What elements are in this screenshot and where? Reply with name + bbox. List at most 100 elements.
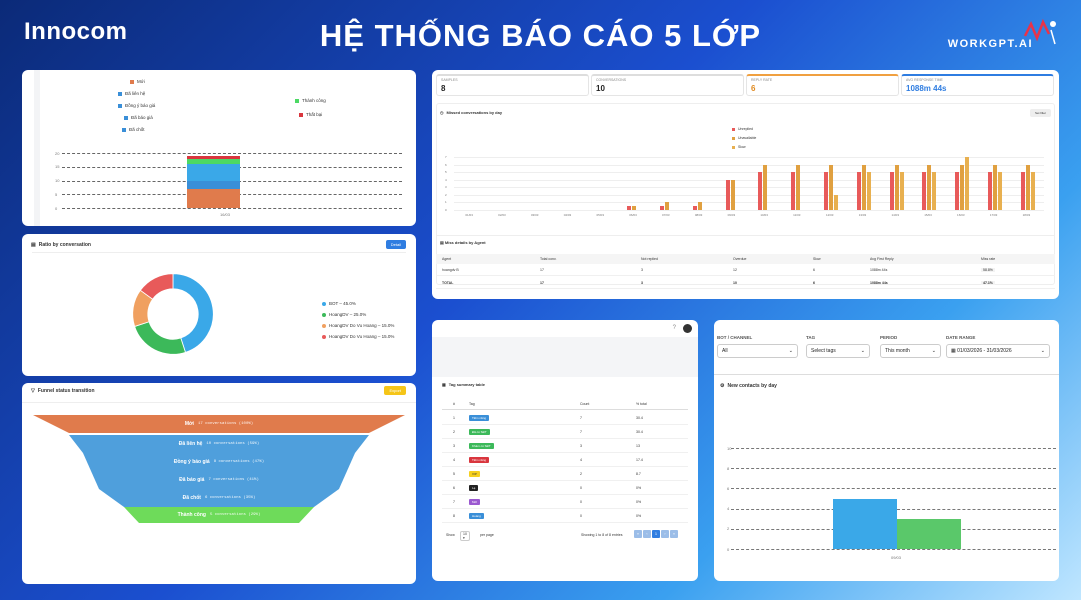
- agent-cell: 47.1%: [981, 281, 995, 285]
- legend-swatch: [732, 127, 735, 131]
- tag-badge: Đã có SĐT: [469, 429, 490, 435]
- x-tick: 18/03: [1022, 213, 1031, 217]
- tag-row: 1 Tiềm năng 7 30.4: [442, 412, 688, 425]
- legend-label: HoangDV Do Vu Hoang – 15.0%: [329, 323, 395, 328]
- help-icon[interactable]: ?: [672, 325, 676, 331]
- x-tick: 11/03: [793, 213, 801, 217]
- filter-label: PERIOD: [880, 335, 898, 340]
- x-tick: 14/03: [891, 213, 900, 217]
- filter-select[interactable]: ▦ 01/03/2026 - 31/03/2026 ⌄: [946, 344, 1050, 358]
- missed-bar: [927, 164, 932, 210]
- missed-bar: [965, 157, 970, 210]
- donut-slice: [139, 273, 174, 300]
- pagination-button[interactable]: »: [670, 530, 678, 538]
- gridline: [62, 153, 402, 154]
- missed-card: SAMPLES 8 CONVERSATIONS 10 REPLY RATE 6 AVG RE…: [432, 70, 1059, 299]
- tag-header-cell: Count: [580, 402, 590, 406]
- clock-icon: ◷: [440, 110, 444, 115]
- missed-bar: [856, 172, 861, 210]
- tag-count: 0: [580, 514, 582, 518]
- gridline: [454, 164, 1044, 166]
- missed-legend-item: Slow: [732, 145, 746, 149]
- per-page-label: per page: [480, 533, 494, 537]
- tag-header-cell: Tag: [469, 402, 475, 406]
- chart-icon: ▤: [31, 242, 36, 248]
- legend-swatch: [130, 79, 134, 84]
- tag-index: 8: [453, 514, 455, 518]
- chevron-down-icon: ⌄: [1040, 348, 1045, 354]
- tag-pct: 0%: [636, 486, 642, 490]
- legend-swatch: [118, 103, 122, 108]
- y-tick: 8: [727, 465, 730, 471]
- gridline: [454, 210, 1044, 211]
- missed-filter-button[interactable]: Set filter: [1029, 109, 1051, 117]
- funnel-stage-detail: 7 conversations (41%): [208, 478, 259, 482]
- legend-label: Đồng ý báo giá: [125, 103, 156, 108]
- agent-header-cell: Not replied: [641, 257, 658, 261]
- pagination-button[interactable]: 1: [652, 530, 660, 538]
- pagination-button[interactable]: ›: [661, 530, 669, 538]
- tag-row: 4 Tiềm năng 4 17.4: [442, 454, 688, 467]
- avatar[interactable]: [683, 324, 692, 333]
- missed-bar: [955, 172, 960, 210]
- legend-dot: [322, 334, 326, 339]
- page-size-select[interactable]: 10 ▾: [460, 531, 470, 541]
- tag-count: 2: [580, 472, 582, 476]
- stat-value: 6: [751, 84, 756, 93]
- filter-select[interactable]: Select tags ⌄: [806, 344, 870, 358]
- filter-select[interactable]: This month ⌄: [880, 344, 941, 358]
- funnel-stage-detail: 5 conversations (29%): [209, 513, 261, 517]
- tag-index: 7: [453, 500, 455, 504]
- scroll-gutter: [34, 70, 40, 226]
- tag-pct: 30.4: [636, 416, 643, 420]
- gridline: [731, 448, 1056, 449]
- pagination-button[interactable]: «: [634, 530, 642, 538]
- contacts-title: New contacts by day: [727, 383, 777, 389]
- tag-badge: Tiềm năng: [469, 457, 490, 463]
- legend-label: Đã báo giá: [131, 115, 153, 120]
- tag-count: 0: [580, 486, 582, 490]
- tag-pct: 17.4: [636, 458, 643, 462]
- tag-header: ▦ Tag summary table: [442, 382, 485, 387]
- pagination-button[interactable]: ‹: [643, 530, 651, 538]
- x-tick: 08/03: [694, 213, 703, 217]
- missed-bar: [725, 179, 730, 210]
- tag-card: ? ▦ Tag summary table # Tag Count % total 1 Ti…: [432, 320, 698, 581]
- missed-bar: [889, 172, 894, 210]
- filter-value: This month: [885, 348, 910, 354]
- x-tick: 06/03: [629, 213, 637, 217]
- ratio-detail-button[interactable]: Detail: [385, 240, 406, 249]
- funnel-stage-name: Đồng ý báo giá: [173, 459, 210, 465]
- tag-count: 0: [580, 500, 582, 504]
- legend-swatch: [732, 136, 735, 140]
- ratio-legend-item: HoangDV – 25.0%: [322, 312, 366, 317]
- legend-swatch: [295, 98, 299, 103]
- stage-bar-segment: [187, 164, 240, 181]
- stat-card: SAMPLES 8: [436, 74, 589, 96]
- tag-badge: Mới: [469, 499, 481, 505]
- missed-bar: [660, 206, 665, 210]
- agent-cell: TOTAL: [442, 281, 454, 285]
- tag-badge: Khám có SĐT: [469, 443, 494, 449]
- filter-select[interactable]: All ⌄: [717, 344, 798, 358]
- agent-header-row: Agent Total conv. Not replied Overdue Slow Av…: [436, 254, 1055, 264]
- agent-title: ▤ Miss details by Agent: [440, 240, 486, 245]
- funnel-stage-detail: 10 conversations (59%): [206, 442, 260, 446]
- stat-label: AVG RESPONSE TIME: [906, 78, 943, 82]
- funnel-export-button[interactable]: Export: [384, 386, 406, 395]
- y-tick: 0: [445, 208, 447, 212]
- filter-icon: ▽: [31, 388, 35, 394]
- y-tick: 10: [727, 445, 732, 451]
- gridline: [731, 488, 1056, 490]
- funnel-stage: Thành công 5 conversations (29%): [124, 507, 314, 523]
- chevron-down-icon: ⌄: [931, 348, 936, 354]
- gear-icon: ⚙: [720, 383, 725, 389]
- legend-label: BOT – 45.0%: [329, 301, 356, 306]
- tag-pct: 8.7: [636, 472, 641, 476]
- filter-label: TAG: [806, 335, 816, 340]
- legend-label: Đã liên hệ: [125, 91, 146, 96]
- tag-title: Tag summary table: [448, 382, 485, 387]
- tag-row: 7 Mới 0 0%: [442, 496, 688, 509]
- missed-bar: [1025, 164, 1030, 210]
- legend-label: Thành công: [302, 98, 326, 103]
